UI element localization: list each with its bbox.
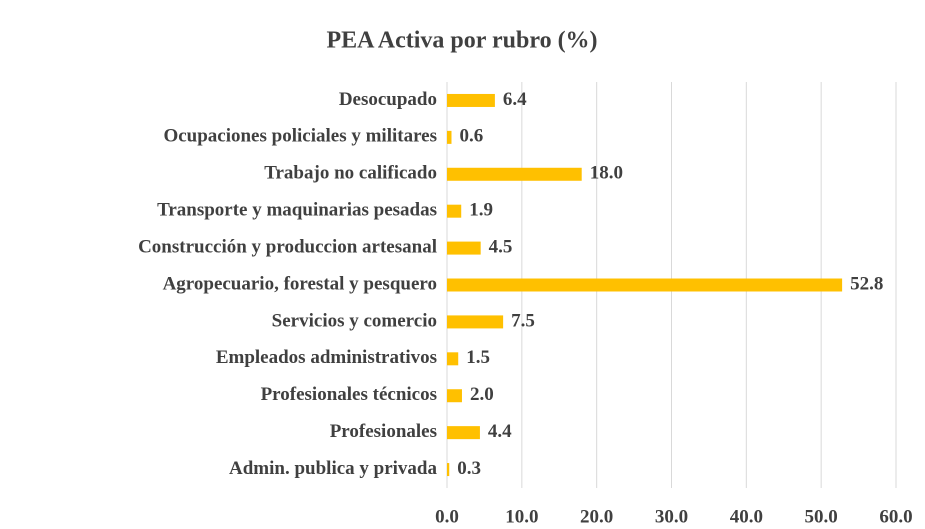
bar: [447, 241, 481, 255]
bar: [447, 204, 462, 218]
data-label: 1.9: [469, 200, 493, 221]
y-tick-label: Ocupaciones policiales y militares: [163, 126, 437, 147]
y-tick-label: Trabajo no calificado: [264, 163, 437, 184]
data-label: 18.0: [590, 163, 623, 184]
y-tick-label: Admin. publica y privada: [229, 458, 437, 479]
bar: [447, 315, 504, 329]
bar: [447, 463, 450, 477]
bar: [447, 389, 462, 403]
x-tick-label: 40.0: [730, 506, 763, 527]
x-tick-label: 30.0: [655, 506, 688, 527]
data-label: 52.8: [850, 273, 883, 294]
data-label: 7.5: [511, 310, 535, 331]
x-tick-label: 10.0: [505, 506, 538, 527]
x-tick-label: 0.0: [435, 506, 459, 527]
y-tick-label: Construcción y produccion artesanal: [138, 236, 437, 257]
y-tick-label: Empleados administrativos: [216, 347, 437, 368]
bar: [447, 130, 452, 144]
y-tick-label: Transporte y maquinarias pesadas: [157, 200, 437, 221]
chart-title: PEA Activa por rubro (%): [326, 28, 597, 54]
bar: [447, 278, 843, 292]
data-label: 4.4: [488, 421, 512, 442]
data-label: 1.5: [466, 347, 490, 368]
y-tick-label: Profesionales técnicos: [261, 384, 437, 405]
y-tick-label: Profesionales: [330, 421, 437, 442]
y-tick-label: Agropecuario, forestal y pesquero: [163, 273, 437, 294]
y-tick-label: Desocupado: [339, 89, 437, 110]
bar: [447, 167, 582, 181]
x-tick-label: 20.0: [580, 506, 613, 527]
data-label: 0.3: [457, 458, 481, 479]
bar: [447, 426, 480, 440]
data-label: 4.5: [489, 236, 513, 257]
bar: [447, 352, 459, 366]
y-tick-label: Servicios y comercio: [272, 310, 437, 331]
data-label: 6.4: [503, 89, 527, 110]
x-tick-label: 50.0: [805, 506, 838, 527]
x-tick-label: 60.0: [879, 506, 912, 527]
data-label: 0.6: [459, 126, 483, 147]
bar: [447, 93, 495, 107]
data-label: 2.0: [470, 384, 494, 405]
